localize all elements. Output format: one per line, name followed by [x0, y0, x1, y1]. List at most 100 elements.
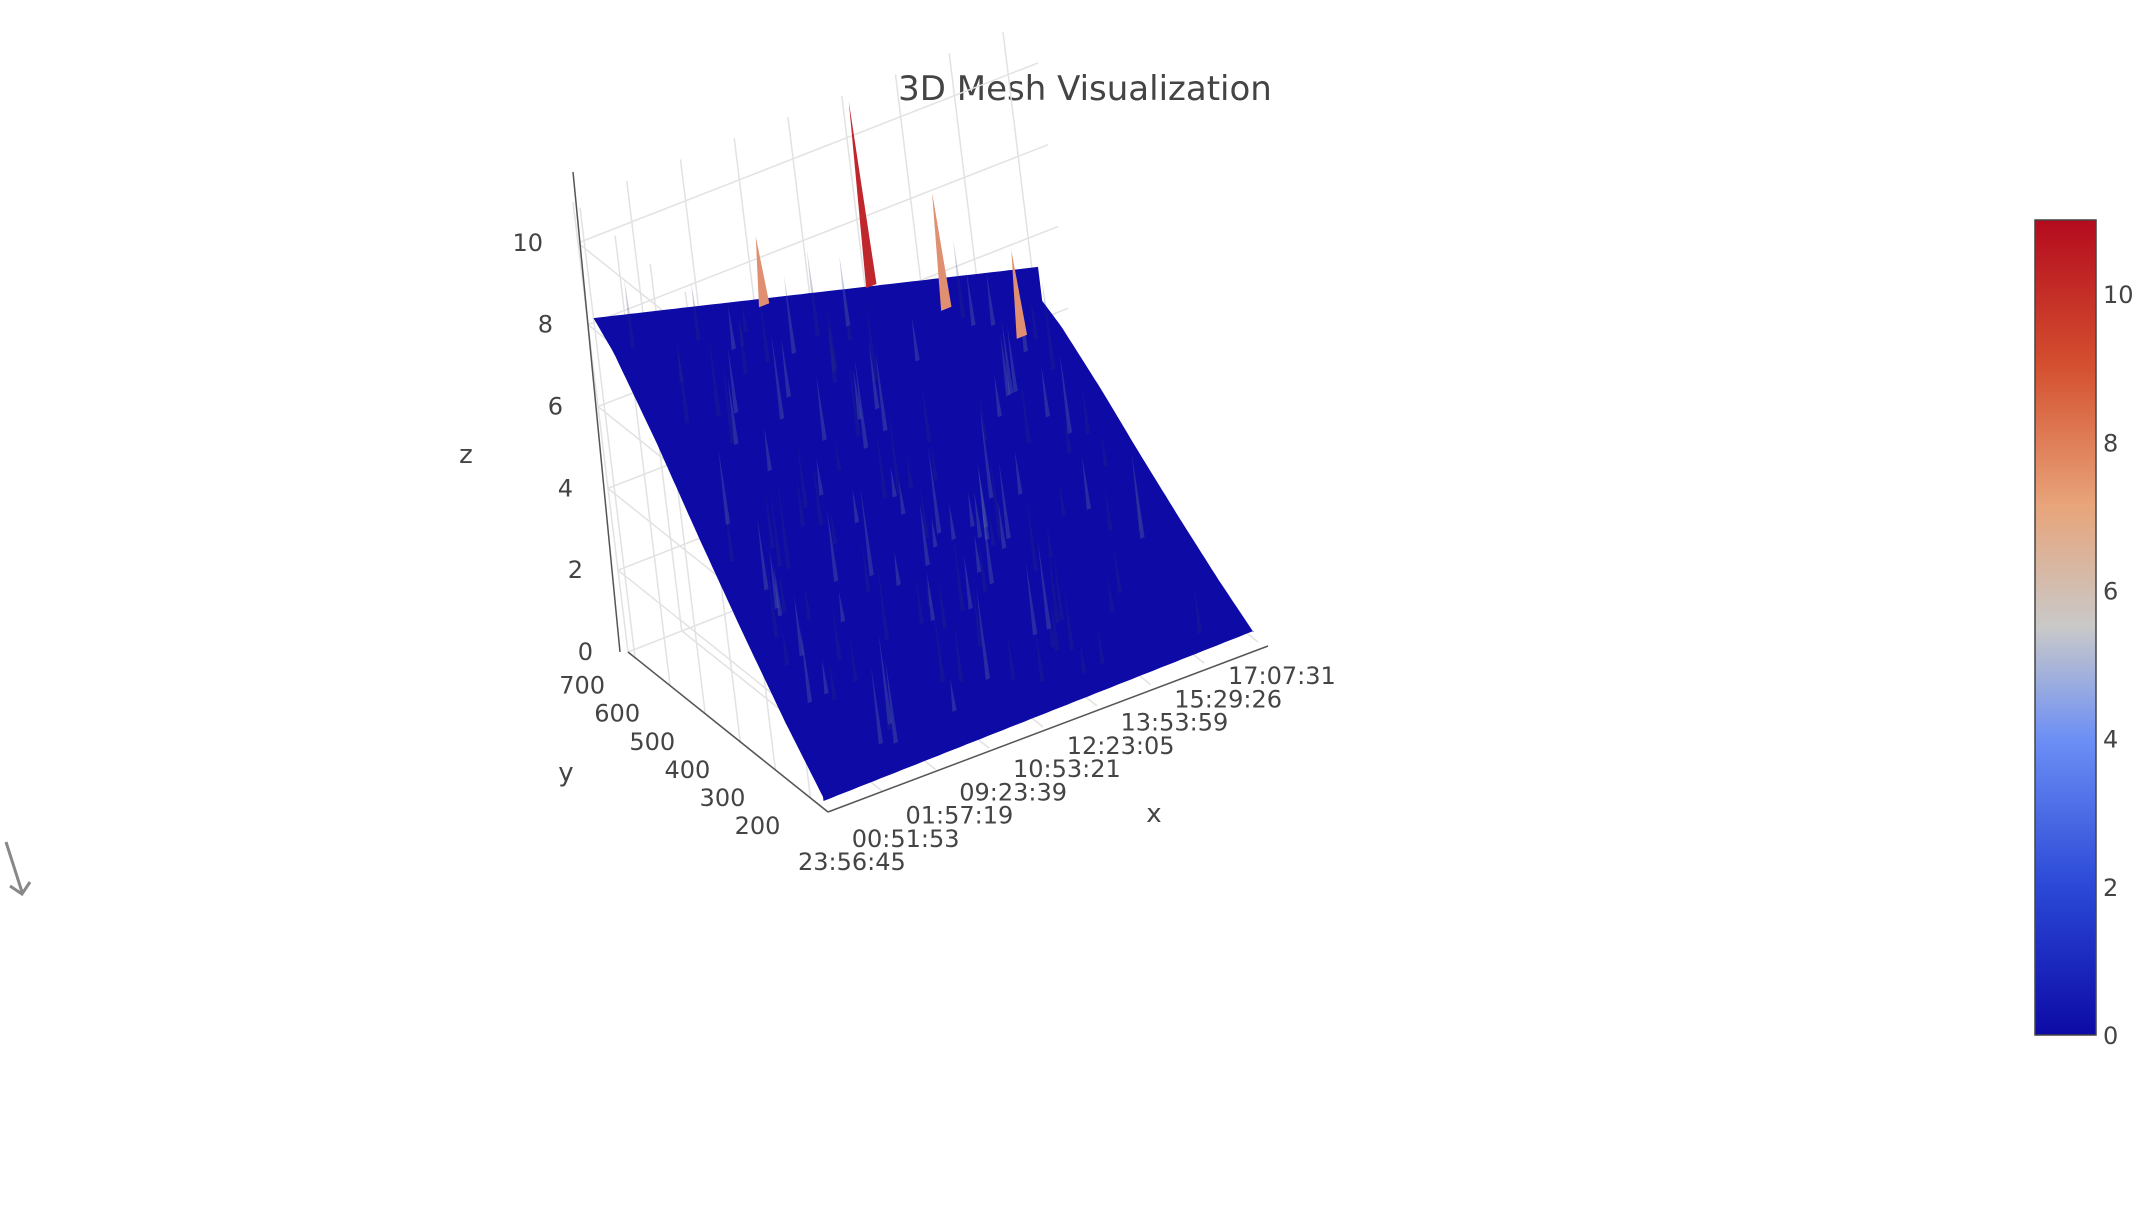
mesh-ridge	[1131, 451, 1145, 539]
mesh-ridge	[757, 516, 769, 591]
mesh-ridge	[1020, 379, 1032, 444]
mesh-ridge	[986, 271, 996, 327]
mesh-ridge	[1030, 295, 1039, 340]
mesh-ridge	[1037, 540, 1052, 630]
surface-mesh[interactable]	[593, 101, 1254, 801]
mesh-ridge	[894, 551, 901, 586]
mesh-ridge	[1050, 596, 1060, 652]
mesh-ridge	[998, 460, 1011, 540]
mesh-ridge	[933, 608, 946, 683]
mesh-ridge	[839, 255, 851, 327]
mesh-ridge	[978, 468, 989, 529]
surface-body	[593, 266, 1254, 801]
x-tick-label: 01:57:19	[906, 802, 1014, 830]
mesh-ridge	[764, 426, 773, 472]
mesh-ridge	[865, 296, 879, 382]
z-tick-label: 0	[578, 638, 593, 666]
mesh-ridge	[767, 568, 779, 639]
mesh-ridge	[782, 628, 790, 667]
mesh-ridge	[916, 578, 925, 624]
mesh-ridge	[741, 302, 749, 333]
y-tick-label: 300	[700, 784, 746, 812]
mesh-ridge	[724, 502, 735, 563]
mesh-ridge	[793, 594, 805, 657]
mesh-ridge	[1081, 383, 1091, 435]
mesh-ridge	[878, 633, 893, 725]
colorbar-ticks: 0 2 4 6 8 10	[2103, 281, 2134, 1050]
mesh-ridge	[769, 549, 780, 610]
mesh-ridge	[1059, 353, 1073, 435]
mesh-ridge	[1081, 455, 1092, 510]
mesh-ridge	[830, 509, 838, 545]
mesh-ridge	[1001, 320, 1014, 395]
mesh-ridge	[827, 315, 837, 374]
mesh-ridge	[691, 282, 701, 342]
mesh-ridge	[765, 491, 775, 549]
mesh-ridge	[796, 439, 808, 509]
mesh-ridge	[963, 553, 973, 610]
surface-spike	[1011, 250, 1028, 339]
mesh-ridge	[875, 350, 888, 432]
mesh-ridge	[829, 661, 837, 701]
mesh-ridge	[953, 619, 964, 683]
mesh-ridge	[926, 577, 933, 608]
y-axis-title: y	[558, 758, 573, 788]
mesh-ridge	[769, 488, 783, 568]
mesh-ridge	[973, 490, 983, 539]
mesh-ridge	[877, 562, 890, 641]
mesh-ridge	[974, 533, 982, 574]
colorbar-tick-label: 4	[2103, 726, 2118, 754]
mesh-ridge	[1042, 280, 1056, 371]
mesh-ridge	[937, 574, 948, 630]
surface-spike	[755, 236, 770, 308]
mesh-ridge	[777, 477, 791, 570]
mesh-ridge	[771, 334, 785, 420]
mesh-ridge	[1047, 526, 1054, 558]
mesh-ridge	[677, 348, 685, 384]
mesh-ridge	[980, 410, 994, 499]
mesh-ridge	[921, 380, 932, 443]
mesh-ridge	[832, 602, 842, 661]
y-tick-label: 400	[664, 756, 710, 784]
y-tick-label: 600	[594, 700, 640, 728]
mesh-ridge	[911, 317, 920, 362]
colorbar-tick-label: 6	[2103, 577, 2118, 605]
x-axis-ticks: 23:56:4500:51:5301:57:1909:23:3910:53:21…	[798, 662, 1336, 876]
chart-title: 3D Mesh Visualization	[898, 69, 1272, 109]
mesh-ridge	[738, 314, 749, 375]
mesh-ridge	[845, 305, 853, 341]
mesh-ridge	[773, 564, 783, 617]
mesh-ridge	[1080, 643, 1087, 674]
mesh-ridge	[675, 329, 690, 424]
mesh-ridge	[1064, 419, 1072, 455]
mesh-ridge	[928, 446, 942, 534]
axis-lines	[572, 171, 1269, 813]
mesh-ridge	[1025, 490, 1039, 572]
mesh-ridge	[1025, 561, 1038, 636]
y-tick-label: 200	[735, 812, 781, 840]
x-tick-label: 00:51:53	[852, 825, 960, 853]
z-axis-title: z	[459, 440, 473, 470]
x-tick-label: 09:23:39	[959, 778, 1067, 806]
mesh-ridge	[1104, 486, 1113, 532]
z-tick-label: 4	[558, 474, 573, 502]
z-tick-label: 8	[538, 311, 553, 339]
mesh-ridge	[1041, 364, 1051, 418]
mesh-ridge	[827, 324, 838, 384]
mesh-ridge	[738, 316, 746, 347]
x-tick-label: 10:53:21	[1013, 755, 1121, 783]
mesh-ridge	[727, 346, 739, 414]
colorbar-tick-label: 2	[2103, 874, 2118, 902]
mesh-ridge	[800, 627, 813, 704]
x-tick-label: 13:53:59	[1121, 709, 1229, 737]
mesh-ridge	[988, 511, 996, 547]
x-axis-title: x	[1146, 799, 1161, 829]
mesh-ridge	[1097, 626, 1105, 665]
mesh-ridge	[952, 531, 965, 612]
x-tick-label: 17:07:31	[1228, 662, 1336, 690]
mesh-ridge	[852, 488, 860, 524]
mesh-ridge	[862, 542, 871, 593]
